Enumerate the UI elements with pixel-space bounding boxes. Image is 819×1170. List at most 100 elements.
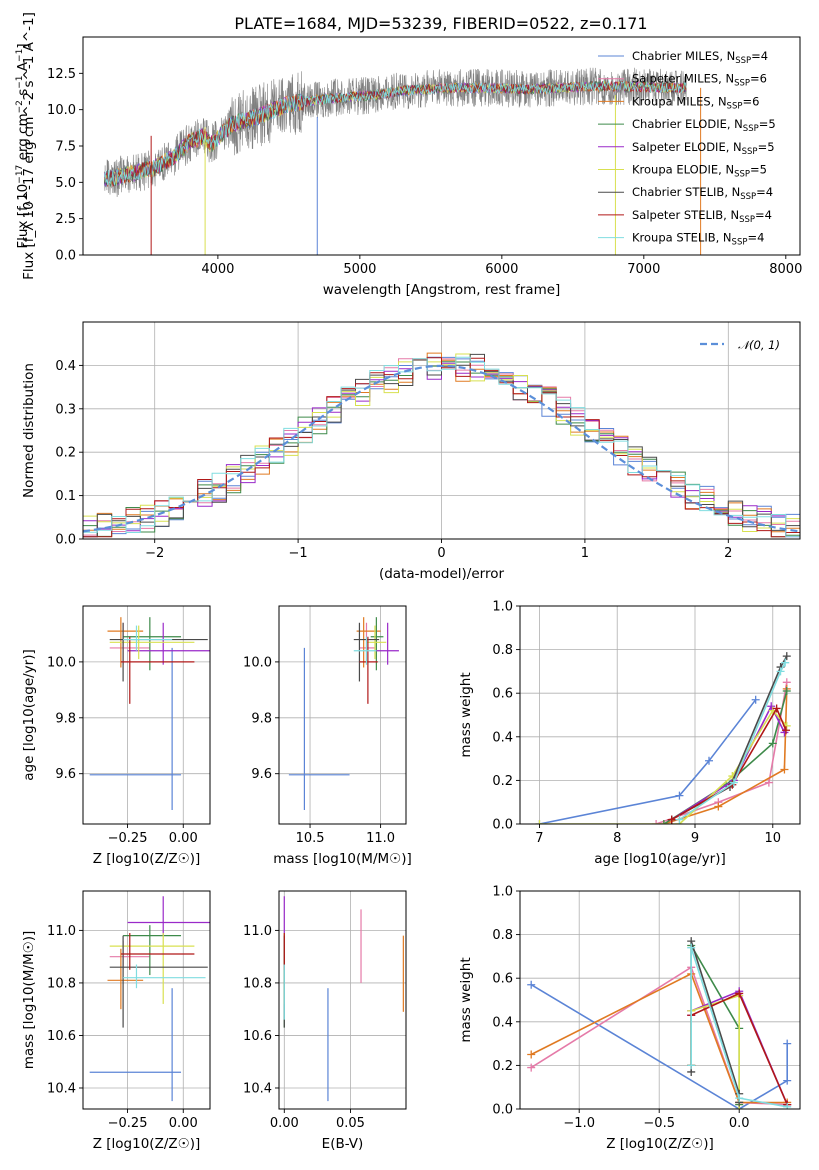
x-tick-label: −2: [145, 546, 164, 561]
y-tick-label: 0.0: [55, 533, 76, 548]
weight-lines: [527, 937, 792, 1109]
weight-point: [667, 815, 676, 824]
axes-frame: [278, 890, 407, 1110]
weight-lines: [535, 652, 791, 824]
weight-point: [768, 739, 777, 748]
weight-point: [783, 1039, 792, 1048]
weight-point: [527, 1063, 536, 1072]
weight-point: [782, 726, 790, 735]
x-tick-label: 0.00: [270, 1116, 299, 1131]
figure-title: PLATE=1684, MJD=53239, FIBERID=0522, z=0…: [234, 14, 647, 33]
x-tick-label: −0.5: [643, 1116, 675, 1131]
y-tick-label: 11.0: [243, 924, 272, 939]
x-tick-label: 10.5: [296, 831, 325, 846]
axes-frame: [82, 321, 801, 540]
weight-line-kroupa-stelib: [690, 947, 788, 1108]
y-tick-label: 9.6: [251, 767, 272, 782]
legend-label: Salpeter STELIB, NSSP=4: [632, 208, 772, 225]
axes-frame: [82, 890, 211, 1110]
weight-point: [535, 820, 544, 824]
weight-point: [781, 658, 790, 667]
spectrum-lines: [103, 67, 702, 255]
legend-label: Kroupa ELODIE, NSSP=5: [632, 163, 767, 180]
x-tick-label: 8000: [769, 262, 802, 277]
y-tick-label: 7.5: [55, 140, 76, 155]
normal-legend-label: 𝒩(0, 1): [738, 338, 780, 352]
errorbars: [288, 617, 399, 811]
weight-vs-age-panel: 7 8 9 10 0.0 0.2 0.4 0.6 0.8 1.0 age [log10(age/yr…: [458, 600, 801, 867]
errorbar-salpeter-elodie: [127, 622, 210, 665]
x-tick-label: 6000: [485, 262, 518, 277]
residual-histograms: [83, 352, 800, 538]
x-tick-label: 11.0: [366, 831, 395, 846]
errorbar-chabrier-miles: [89, 647, 182, 811]
x-tick-label: 7000: [627, 262, 660, 277]
y-tick-label: 9.6: [55, 767, 76, 782]
weight-point: [782, 652, 791, 661]
errorbar-chabrier-stelib: [109, 935, 208, 1028]
y-tick-label: 0.1: [55, 489, 76, 504]
y-tick-label: 1.0: [492, 885, 513, 900]
legend-label: Kroupa MILES, NSSP=6: [632, 94, 759, 111]
legend-label: Salpeter MILES, NSSP=6: [632, 72, 767, 89]
y-axis-label: Flux [fλ10−17 erg cm−2 s−1 A−1]: [15, 43, 33, 248]
weight-point: [751, 695, 760, 704]
weight-point: [675, 815, 684, 824]
y-axis-label: Normed distribution: [21, 363, 37, 498]
errorbar-salpeter-stelib: [120, 636, 195, 704]
y-axis-label: mass weight: [458, 672, 474, 757]
age-vs-Z-panel: −0.25 0.00 9.6 9.8 10.0 Z [log10(Z/Z☉)] age [l…: [21, 605, 211, 867]
y-axis-label: Flux [f_λ 10^-17 erg cm^-2 s^-1 A^-1]: [21, 12, 37, 280]
y-tick-label: 2.5: [55, 212, 76, 227]
x-tick-label: 10: [765, 831, 782, 846]
histogram-kroupa-stelib: [83, 356, 800, 538]
weight-point: [652, 820, 661, 824]
errorbar-kroupa-miles: [107, 948, 144, 1010]
x-axis-label: wavelength [Angstrom, rest frame]: [323, 282, 561, 298]
normal-curve: [83, 364, 800, 533]
x-axis-label: Z [log10(Z/Z☉)]: [606, 1136, 714, 1152]
mass-vs-EBV-panel: 0.00 0.05 10.4 10.6 10.8 11.0 E(B-V): [243, 890, 407, 1152]
y-tick-label: 10.6: [243, 1029, 272, 1044]
y-tick-label: 12.5: [47, 67, 76, 82]
axes-frame: [519, 605, 801, 825]
weight-line-salpeter-miles: [530, 966, 788, 1106]
y-axis-label: mass weight: [458, 957, 474, 1042]
errorbar-chabrier-miles: [288, 647, 350, 811]
x-tick-label: 7: [535, 831, 543, 846]
y-tick-label: 0.6: [492, 972, 513, 987]
y-tick-label: 10.0: [243, 655, 272, 670]
weight-point: [714, 802, 723, 811]
x-tick-label: 0: [437, 546, 445, 561]
weight-point: [729, 778, 738, 787]
x-tick-label: 2: [724, 546, 732, 561]
y-tick-label: 0.4: [492, 730, 513, 745]
weight-point: [735, 1094, 744, 1103]
x-tick-label: 0.05: [336, 1116, 365, 1131]
x-tick-label: 0.00: [169, 831, 198, 846]
errorbar-salpeter-stelib: [359, 636, 378, 704]
y-axis-label: age [log10(age/yr)]: [21, 649, 37, 781]
x-tick-label: −0.25: [108, 831, 148, 846]
errorbar-kroupa-elodie: [109, 625, 195, 660]
y-tick-label: 0.0: [492, 818, 513, 833]
weight-point: [675, 791, 684, 800]
spectrum-panel: 4000 5000 6000 7000 8000 0.0 2.5 5.0 7.5 10.0 12.5…: [15, 12, 802, 298]
model-spectrum-kroupa-stelib: [103, 80, 687, 186]
legend-label: Salpeter ELODIE, NSSP=5: [632, 140, 775, 157]
axes-frame: [82, 36, 801, 256]
x-tick-label: −0.25: [108, 1116, 148, 1131]
errorbar-kroupa-elodie: [366, 625, 387, 660]
x-tick-label: 1: [581, 546, 589, 561]
x-tick-label: 5000: [343, 262, 376, 277]
x-tick-label: 9: [691, 831, 699, 846]
y-tick-label: 0.4: [492, 1015, 513, 1030]
weight-point: [687, 1061, 696, 1070]
weight-point: [783, 1076, 792, 1085]
legend-label: Kroupa STELIB, NSSP=4: [632, 231, 764, 248]
age-vs-mass-panel: 10.5 11.0 9.6 9.8 10.0 mass [log10(M/M☉)]: [243, 605, 412, 867]
residuals-panel: −2 −1 0 1 2 0.0 0.1 0.2 0.3 0.4 (data-model)/error…: [21, 321, 801, 582]
y-tick-label: 10.0: [47, 103, 76, 118]
weight-line-salpeter-stelib: [671, 706, 787, 821]
